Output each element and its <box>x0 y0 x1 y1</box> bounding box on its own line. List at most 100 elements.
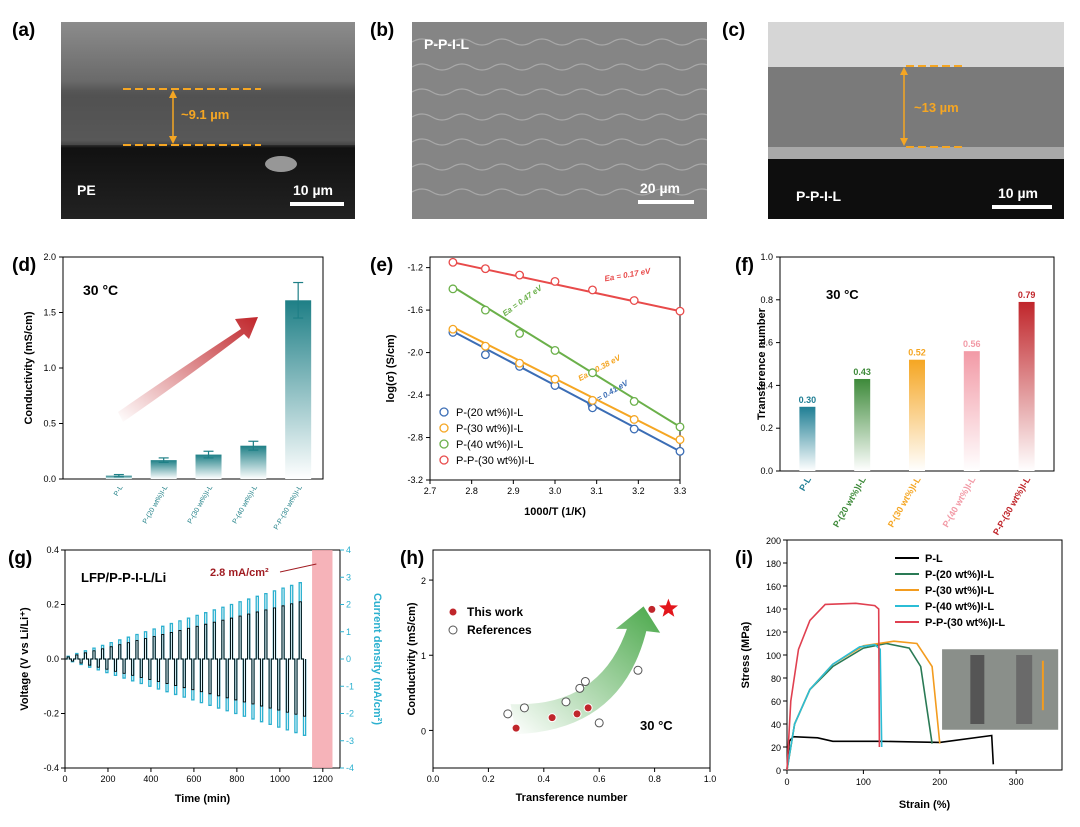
panel-g-label: (g) <box>8 548 33 569</box>
panel-i-label: (i) <box>735 548 753 569</box>
sem-image-a: ~9.1 µm PE 10 µm <box>61 22 355 219</box>
f-ytick-label: 0.6 <box>760 338 773 348</box>
thickness-label-c: ~13 µm <box>914 100 959 115</box>
h-xtick-label: 0.8 <box>648 774 661 784</box>
e-point <box>629 396 639 406</box>
i-inset-photo-detail <box>1016 655 1033 724</box>
e-xtick-label: 2.8 <box>465 486 478 496</box>
h-point <box>561 697 571 707</box>
g-ytick-label: 0.0 <box>46 654 59 664</box>
e-fit-line <box>452 330 681 453</box>
e-point <box>550 374 560 384</box>
h-point <box>572 709 582 719</box>
h-point <box>519 703 529 713</box>
g-xtick-label: 200 <box>100 774 115 784</box>
f-bar <box>854 378 871 471</box>
g-xtick-label: 1000 <box>270 774 290 784</box>
i-ytick-label: 60 <box>771 697 781 707</box>
i-ytick-label: 200 <box>766 536 781 546</box>
scale-label-b: 20 µm <box>640 180 680 196</box>
e-point <box>515 270 525 280</box>
e-point <box>448 324 458 334</box>
f-value-label: 0.56 <box>963 339 981 349</box>
e-legend-label: P-(40 wt%)I-L <box>456 439 523 451</box>
e-point <box>588 368 597 378</box>
h-point <box>511 723 521 733</box>
f-value-label: 0.52 <box>908 348 926 358</box>
sem-c-texture <box>768 22 1064 219</box>
h-xtick-label: 0.4 <box>538 774 551 784</box>
chart-d-conductivity: 0.0 0.5 1.0 1.5 2.0 Conductivity (mS/cm) 30 °C… <box>23 252 324 531</box>
f-category-label: P-(40 wt%)I-L <box>941 475 978 529</box>
e-point <box>588 285 597 295</box>
d-category-label: P-(30 wt%)I-L <box>187 484 215 525</box>
g-ytick-label: 0.4 <box>46 545 59 555</box>
scale-label-a: 10 µm <box>293 182 333 198</box>
e-xtick-label: 3.2 <box>632 486 645 496</box>
e-point <box>550 345 560 355</box>
e-point <box>675 422 685 432</box>
h-point <box>583 703 593 713</box>
f-ytick-label: 0.8 <box>760 295 773 305</box>
i-series-line <box>786 734 995 771</box>
f-bar <box>799 406 816 471</box>
g-y2tick-label: 3 <box>346 572 351 582</box>
h-point <box>647 604 657 614</box>
i-xlabel: Strain (%) <box>899 799 951 811</box>
e-ytick-label: -2.0 <box>407 348 423 358</box>
panel-a-label: (a) <box>12 20 36 41</box>
e-legend-label: P-(30 wt%)I-L <box>456 423 523 435</box>
f-value-label: 0.79 <box>1018 290 1036 300</box>
e-point <box>448 257 458 267</box>
e-xtick-label: 2.9 <box>507 486 520 496</box>
f-temp-label: 30 °C <box>826 287 859 302</box>
h-point <box>633 665 643 675</box>
g-y2tick-label: 2 <box>346 600 351 610</box>
g-current-annotation: 2.8 mA/cm² <box>210 567 269 579</box>
g-voltage-trace <box>65 601 307 717</box>
d-ylabel: Conductivity (mS/cm) <box>23 311 35 424</box>
d-ytick-label: 2.0 <box>43 252 56 262</box>
i-ytick-label: 100 <box>766 651 781 661</box>
g-xtick-label: 400 <box>143 774 158 784</box>
d-category-label: P-P-(30 wt%)I-L <box>273 484 304 531</box>
sample-label-b: P-P-I-L <box>424 36 470 52</box>
h-point <box>575 683 585 693</box>
g-ytick-label: -0.2 <box>43 709 59 719</box>
h-point <box>547 713 557 723</box>
h-temp-label: 30 °C <box>640 718 673 733</box>
sem-a-texture <box>61 22 355 219</box>
thickness-label-a: ~9.1 µm <box>181 107 230 122</box>
g-y2tick-label: 4 <box>346 545 351 555</box>
i-series-line <box>786 642 933 771</box>
h-legend-label: References <box>467 623 532 637</box>
i-ytick-label: 120 <box>766 628 781 638</box>
scale-bar-b <box>638 200 694 204</box>
h-point <box>503 709 513 719</box>
e-point <box>480 341 490 351</box>
e-fit-line <box>452 326 681 443</box>
i-xtick-label: 200 <box>932 777 947 787</box>
g-xtick-label: 600 <box>186 774 201 784</box>
f-category-label: P-L <box>797 475 813 493</box>
f-bar <box>909 359 925 471</box>
f-category-label: P-P-(30 wt%)I-L <box>991 475 1033 537</box>
i-legend-label: P-P-(30 wt%)I-L <box>925 617 1005 629</box>
e-point <box>629 296 639 305</box>
e-ea-label: Ea = 0.47 eV <box>501 283 544 318</box>
g-ylabel: Voltage (V vs Li/Li⁺) <box>19 607 31 711</box>
e-xtick-label: 2.7 <box>424 486 437 496</box>
i-xtick-label: 100 <box>856 777 871 787</box>
e-point <box>480 305 490 315</box>
sem-image-b: P-P-I-L 20 µm <box>412 22 707 219</box>
e-xlabel: 1000/T (1/K) <box>524 506 586 518</box>
scale-label-c: 10 µm <box>998 185 1038 201</box>
h-point <box>580 677 590 687</box>
panel-e-label: (e) <box>370 255 394 276</box>
panel-d-label: (d) <box>12 255 37 276</box>
i-ytick-label: 180 <box>766 559 781 569</box>
i-inset-photo <box>942 649 1059 730</box>
f-value-label: 0.30 <box>799 395 817 405</box>
e-ytick-label: -1.6 <box>407 305 423 315</box>
f-category-label: P-(20 wt%)I-L <box>831 475 868 529</box>
